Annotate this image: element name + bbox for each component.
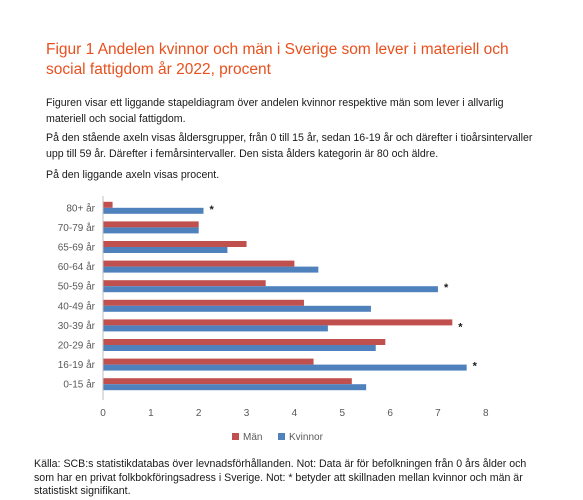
y-tick-label: 65-69 år	[58, 242, 96, 254]
x-tick-label: 1	[148, 408, 154, 419]
bar-kvinnor	[103, 286, 438, 293]
significance-marker: *	[458, 321, 463, 333]
bar-kvinnor	[103, 345, 376, 351]
description-paragraph-2: På den stående axeln visas åldersgrupper…	[46, 132, 533, 160]
legend-label-kvinnor: Kvinnor	[289, 432, 324, 443]
bar-kvinnor	[103, 227, 199, 234]
x-tick-label: 3	[244, 408, 250, 419]
y-tick-label: 50-59 år	[58, 281, 96, 293]
bar-chart: 80+ år * 70-79 år 65-69 år 60-64 år 50-59 år *…	[58, 196, 489, 443]
x-tick-label: 6	[387, 408, 393, 419]
y-tick-label: 40-49 år	[58, 300, 96, 312]
significance-marker: *	[209, 204, 214, 216]
x-tick-label: 7	[435, 408, 441, 419]
legend-swatch-kvinnor	[278, 433, 285, 440]
bars-layer	[103, 201, 467, 391]
bar-man	[103, 260, 295, 267]
significance-marker: *	[473, 361, 478, 373]
x-tick-label: 5	[339, 408, 345, 419]
bar-kvinnor	[103, 305, 371, 312]
bar-kvinnor	[103, 266, 319, 273]
bar-man	[103, 339, 386, 345]
bar-kvinnor	[103, 364, 467, 371]
x-tick-label: 4	[292, 408, 298, 419]
bar-man	[103, 299, 304, 306]
chart-legend: Män Kvinnor	[232, 432, 324, 443]
y-tick-label: 16-19 år	[58, 359, 96, 371]
description-paragraph-1: Figuren visar ett liggande stapeldiagram…	[46, 97, 504, 125]
x-tick-label: 8	[483, 408, 489, 419]
figure-title: Figur 1 Andelen kvinnor och män i Sverig…	[46, 41, 509, 78]
y-tick-label: 70-79 år	[58, 222, 96, 234]
significance-marker: *	[444, 282, 449, 294]
legend-label-man: Män	[243, 432, 262, 443]
bar-man	[103, 378, 352, 385]
bar-man	[103, 358, 314, 365]
bar-man	[103, 221, 199, 228]
y-tick-label: 80+ år	[66, 202, 95, 214]
bar-kvinnor	[103, 325, 328, 332]
y-tick-label: 20-29 år	[58, 340, 96, 352]
x-tick-label: 2	[196, 408, 202, 419]
legend-swatch-man	[232, 433, 239, 440]
x-tick-label: 0	[100, 408, 106, 419]
bar-kvinnor	[103, 207, 204, 214]
labels-layer: 80+ år * 70-79 år 65-69 år 60-64 år 50-59 år *…	[58, 202, 489, 419]
y-tick-label: 0-15 år	[63, 379, 95, 391]
y-tick-label: 60-64 år	[58, 261, 96, 273]
description-paragraph-3: På den liggande axeln visas procent.	[46, 169, 220, 181]
bar-man	[103, 241, 247, 247]
source-note: Källa: SCB:s statistikdatabas över levna…	[34, 458, 527, 497]
bar-kvinnor	[103, 384, 367, 391]
y-tick-label: 30-39 år	[58, 320, 96, 332]
bar-kvinnor	[103, 247, 228, 253]
bar-man	[103, 280, 266, 287]
bar-man	[103, 201, 113, 208]
bar-man	[103, 319, 453, 326]
